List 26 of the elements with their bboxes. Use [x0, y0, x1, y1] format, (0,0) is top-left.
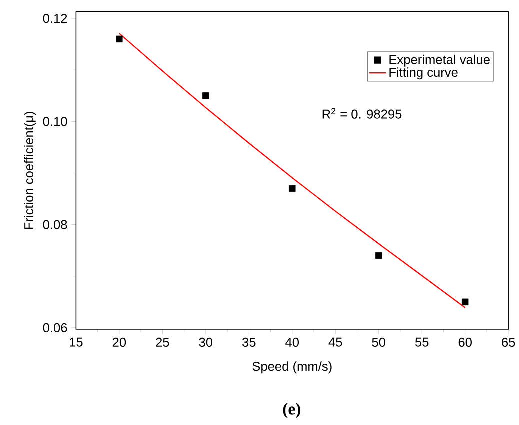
- point: [116, 36, 123, 42]
- x-tick-label: 25: [156, 338, 170, 347]
- y-tick-label: 0.10: [43, 116, 68, 126]
- text: (e): [283, 402, 300, 418]
- x-tick-label: 20: [112, 338, 126, 347]
- point: [202, 92, 210, 100]
- x-tick-label: 30: [199, 338, 213, 347]
- legend-label: Experimetal value: [390, 54, 490, 67]
- x-tick-label: 55: [415, 338, 429, 347]
- y-tick-label: 0.06: [43, 323, 68, 332]
- x-tick-label: 15: [70, 338, 83, 347]
- y-tick-label: 0.12: [43, 14, 68, 23]
- x-tick-label: 65: [502, 338, 516, 347]
- x-tick-label: 50: [372, 338, 386, 347]
- annotation: R$^{2}$ = 0. 98295: [322, 108, 402, 119]
- x-tick-label: 40: [286, 338, 300, 347]
- y-axis-title: Friction coefficient(μ): [24, 112, 36, 229]
- y-tick-label: 0.08: [43, 220, 68, 230]
- x-tick-label: 60: [458, 338, 472, 347]
- point: [376, 252, 382, 259]
- x-tick-label: 45: [328, 338, 342, 347]
- legend-label: Fitting curve: [390, 67, 458, 80]
- x-axis-title: Speed (mm/s): [252, 361, 332, 374]
- x-tick-label: 35: [242, 338, 256, 347]
- point: [289, 185, 296, 192]
- point: [462, 298, 469, 306]
